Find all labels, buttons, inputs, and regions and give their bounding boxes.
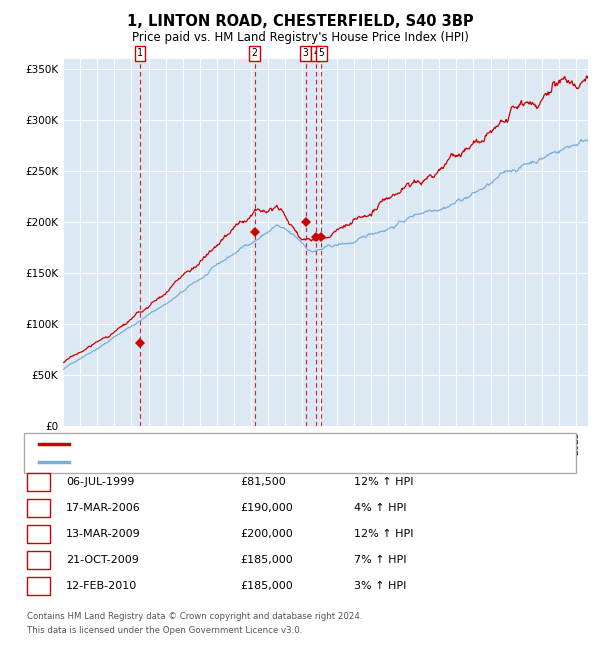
Text: 12% ↑ HPI: 12% ↑ HPI <box>354 477 413 488</box>
Text: 2: 2 <box>35 503 42 514</box>
Text: This data is licensed under the Open Government Licence v3.0.: This data is licensed under the Open Gov… <box>27 626 302 635</box>
Text: 4% ↑ HPI: 4% ↑ HPI <box>354 503 407 514</box>
Text: £200,000: £200,000 <box>240 529 293 539</box>
Text: £81,500: £81,500 <box>240 477 286 488</box>
Text: £185,000: £185,000 <box>240 581 293 592</box>
Text: 13-MAR-2009: 13-MAR-2009 <box>66 529 141 539</box>
Text: 7% ↑ HPI: 7% ↑ HPI <box>354 555 407 566</box>
Text: 4: 4 <box>35 555 42 566</box>
Text: 1, LINTON ROAD, CHESTERFIELD, S40 3BP (detached house): 1, LINTON ROAD, CHESTERFIELD, S40 3BP (d… <box>75 439 389 449</box>
Text: 3% ↑ HPI: 3% ↑ HPI <box>354 581 406 592</box>
Text: 1, LINTON ROAD, CHESTERFIELD, S40 3BP: 1, LINTON ROAD, CHESTERFIELD, S40 3BP <box>127 14 473 29</box>
Text: 17-MAR-2006: 17-MAR-2006 <box>66 503 141 514</box>
Text: Price paid vs. HM Land Registry's House Price Index (HPI): Price paid vs. HM Land Registry's House … <box>131 31 469 44</box>
Text: HPI: Average price, detached house, Chesterfield: HPI: Average price, detached house, Ches… <box>75 457 331 467</box>
Text: 5: 5 <box>319 49 325 58</box>
Text: 12-FEB-2010: 12-FEB-2010 <box>66 581 137 592</box>
Text: 12% ↑ HPI: 12% ↑ HPI <box>354 529 413 539</box>
Text: 5: 5 <box>35 581 42 592</box>
Text: 1: 1 <box>35 477 42 488</box>
Text: Contains HM Land Registry data © Crown copyright and database right 2024.: Contains HM Land Registry data © Crown c… <box>27 612 362 621</box>
Text: 3: 3 <box>303 49 308 58</box>
Text: 21-OCT-2009: 21-OCT-2009 <box>66 555 139 566</box>
Text: £190,000: £190,000 <box>240 503 293 514</box>
Text: 2: 2 <box>252 49 257 58</box>
Text: 06-JUL-1999: 06-JUL-1999 <box>66 477 134 488</box>
Text: 4: 4 <box>313 49 319 58</box>
Text: £185,000: £185,000 <box>240 555 293 566</box>
Text: 3: 3 <box>35 529 42 539</box>
Text: 1: 1 <box>137 49 143 58</box>
